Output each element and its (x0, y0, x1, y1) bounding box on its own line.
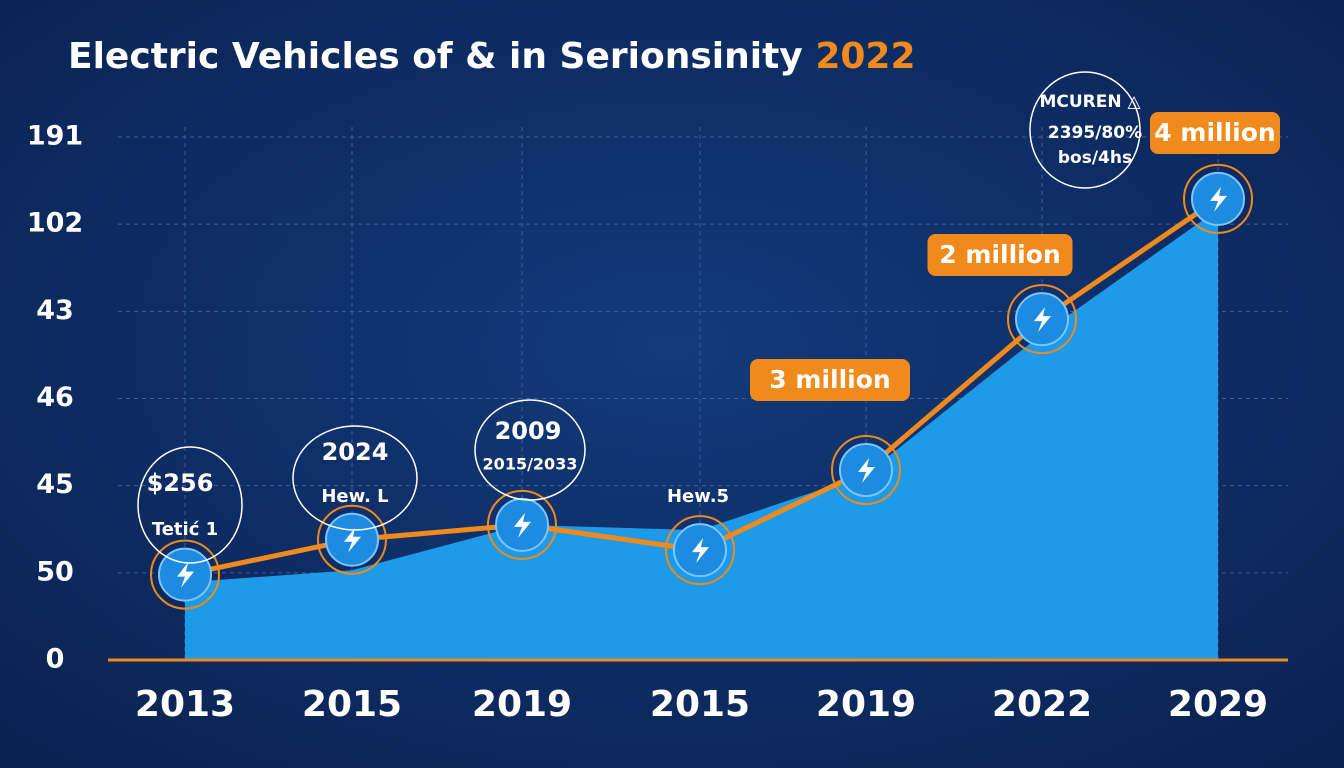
bolt-icon (692, 538, 709, 564)
y-tick-label: 191 (27, 121, 83, 152)
bubble-outline (474, 399, 586, 501)
annotation: 2009 (495, 417, 562, 445)
marker-ring (317, 504, 387, 575)
title-highlight: 2022 (815, 36, 915, 77)
x-tick-label: 2015 (650, 684, 750, 725)
x-tick-label: 2019 (472, 684, 572, 725)
marker-ring (831, 434, 901, 505)
marker-ring (1183, 163, 1253, 234)
y-tick-label: 0 (46, 644, 65, 675)
bubble-outline (292, 425, 418, 531)
x-tick-label: 2022 (992, 684, 1092, 725)
callout-box (927, 234, 1073, 276)
marker-ring (1007, 284, 1077, 355)
annotation: Tetić 1 (152, 519, 218, 540)
annotation: bos/4hs (1058, 148, 1132, 168)
bolt-icon (858, 457, 875, 483)
bubble-outline (1029, 71, 1141, 189)
y-tick-label: 50 (36, 556, 74, 587)
bolt-icon (1034, 307, 1051, 333)
annotation: 2015/2033 (483, 455, 578, 474)
bolt-icon (1210, 186, 1227, 212)
y-tick-label: 46 (36, 382, 74, 413)
annotation: Hew. L (321, 486, 388, 507)
callout-box (750, 359, 910, 401)
annotation: 2024 (322, 438, 389, 466)
x-tick-label: 2013 (135, 684, 235, 725)
annotation: Hew.5 (667, 486, 729, 507)
annotation: MCUREN △ (1039, 92, 1141, 112)
annotation: $256 (147, 469, 214, 497)
callout-label: 3 million (769, 365, 890, 394)
bolt-icon (177, 562, 194, 588)
x-tick-label: 2019 (816, 684, 916, 725)
annotation: 2395/80% (1048, 123, 1142, 143)
y-tick-label: 45 (36, 469, 74, 500)
bubble-outline (137, 446, 243, 564)
bolt-icon (514, 512, 531, 538)
marker-ring (665, 515, 735, 586)
callout-label: 2 million (939, 240, 1060, 269)
title-text: Electric Vehicles of & in Serionsinity (68, 36, 815, 77)
chart-title: Electric Vehicles of & in Serionsinity 2… (68, 36, 916, 77)
x-tick-label: 2029 (1168, 684, 1268, 725)
callout-box (1150, 112, 1280, 154)
marker-ring (150, 539, 220, 610)
callout-label: 4 million (1154, 118, 1275, 147)
bolt-icon (344, 527, 361, 553)
x-tick-label: 2015 (302, 684, 402, 725)
area (185, 209, 1218, 660)
y-tick-label: 102 (27, 208, 83, 239)
y-tick-label: 43 (36, 295, 74, 326)
marker-ring (487, 489, 557, 560)
